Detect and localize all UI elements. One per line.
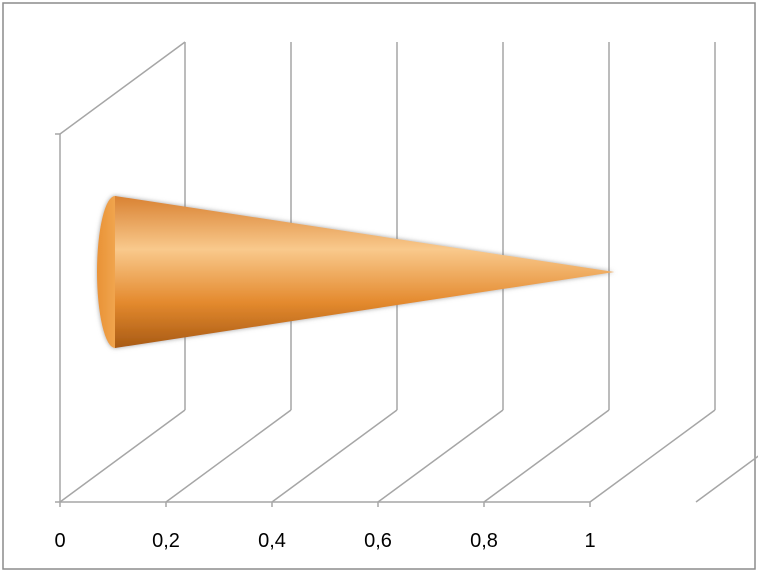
floor-gridline-3 bbox=[377, 409, 504, 503]
floor-gridline-0 bbox=[59, 409, 186, 503]
x-tick-label: 0,6 bbox=[364, 530, 392, 552]
x-tick-label: 0,8 bbox=[470, 530, 498, 552]
wall-top-edge bbox=[59, 41, 186, 135]
floor-gridline-6 bbox=[695, 455, 758, 503]
floor-gridline-1 bbox=[165, 409, 292, 503]
chart-bars bbox=[97, 196, 615, 348]
cone-body bbox=[115, 196, 615, 348]
x-tick-label: 1 bbox=[584, 530, 595, 552]
x-tick-label: 0 bbox=[54, 530, 65, 552]
floor-gridline-5 bbox=[589, 409, 716, 503]
x-tick-label: 0,4 bbox=[258, 530, 286, 552]
bar-cone-0 bbox=[97, 196, 615, 348]
floor-gridline-2 bbox=[271, 409, 398, 503]
floor-gridline-4 bbox=[483, 409, 610, 503]
x-axis-tick-labels: 0 0,2 0,4 0,6 0,8 1 bbox=[54, 530, 595, 552]
x-tick-label: 0,2 bbox=[152, 530, 180, 552]
